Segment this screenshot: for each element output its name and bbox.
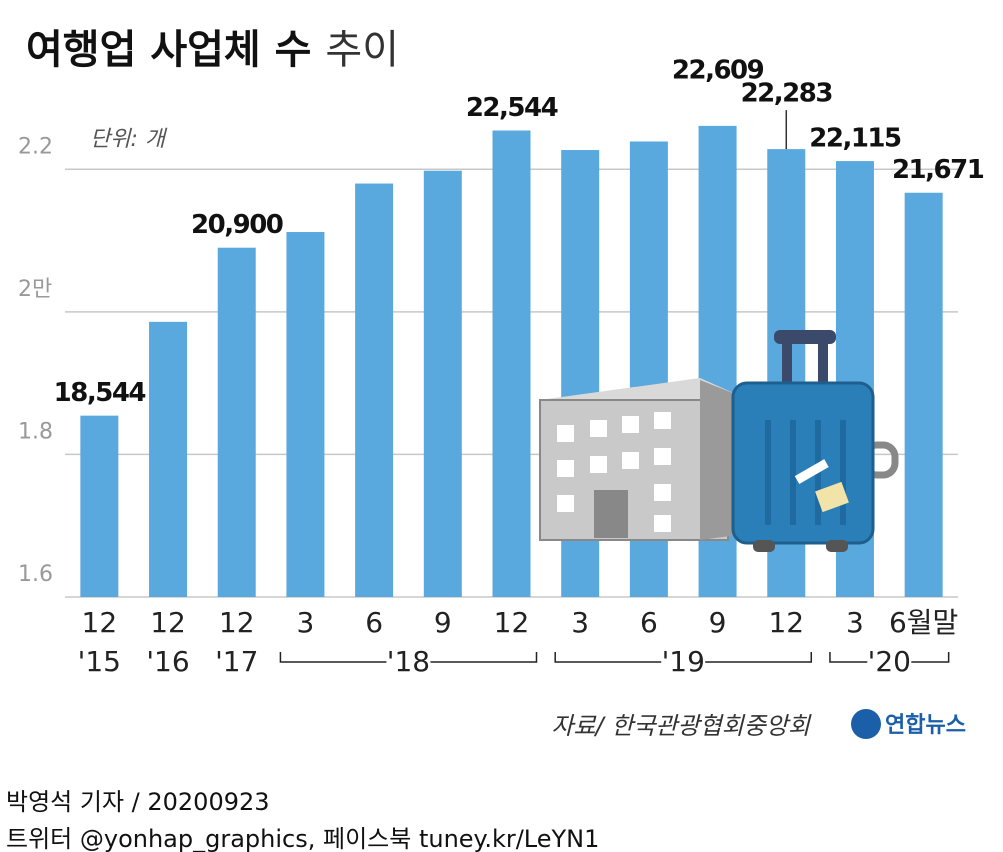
x-tick-label: 12 [150, 606, 186, 639]
handle-top [774, 330, 836, 344]
year-label: '16 [146, 645, 189, 678]
x-tick-label: 6 [640, 606, 658, 639]
x-tick-label: 3 [846, 606, 864, 639]
tag [794, 459, 829, 484]
year-label: '18 [387, 645, 430, 678]
bar [423, 170, 462, 597]
year-label-bg [386, 648, 431, 676]
bar [217, 247, 256, 597]
x-tick-label: 6 [365, 606, 383, 639]
illustration [539, 330, 899, 552]
value-label: 20,900 [191, 210, 283, 240]
value-label: 22,609 [672, 55, 764, 85]
y-tick-label: 2만 [18, 277, 52, 302]
handle [782, 335, 792, 385]
value-label: 21,671 [892, 155, 984, 185]
windows [557, 412, 671, 532]
logo-mark [851, 709, 881, 739]
year-label: '17 [215, 645, 258, 678]
x-tick-label: 3 [297, 606, 315, 639]
door [594, 490, 628, 538]
unit-label: 단위: 개 [90, 127, 168, 152]
bar [904, 192, 943, 597]
wheel [826, 540, 848, 552]
bar [149, 321, 188, 597]
title-light: 추이 [325, 27, 399, 73]
year-label-bg [661, 648, 706, 676]
source: 자료/ 한국관광협회중앙회 [551, 712, 812, 740]
wheel [753, 540, 775, 552]
bar [286, 232, 325, 597]
value-label: 22,115 [809, 124, 901, 154]
bar [355, 183, 394, 598]
logo: 연합뉴스 [885, 712, 966, 738]
title-main: 여행업 사업체 수 [26, 27, 311, 73]
value-label: 22,283 [741, 79, 833, 109]
x-tick-label: 12 [219, 606, 255, 639]
handle [818, 335, 828, 385]
x-tick-label: 12 [768, 606, 804, 639]
suitcase [731, 381, 875, 545]
bar [80, 415, 119, 597]
building-side [700, 380, 738, 540]
tag [815, 481, 849, 513]
sns: 트위터 @yonhap_graphics, 페이스북 tuney.kr/LeYN… [6, 825, 599, 852]
x-tick-label: 9 [709, 606, 727, 639]
year-label: '15 [78, 645, 121, 678]
bar [492, 130, 531, 597]
x-tick-label: 3 [571, 606, 589, 639]
year-label: '19 [662, 645, 705, 678]
x-tick-label: 12 [82, 606, 118, 639]
x-tick-label: 6월말 [889, 606, 958, 639]
chart-title: 여행업 사업체 수 추이 [26, 27, 399, 73]
y-tick-label: 1.6 [18, 562, 53, 587]
y-tick-label: 1.8 [18, 419, 53, 444]
byline: 박영석 기자 / 20200923 [6, 788, 270, 816]
x-tick-label: 12 [494, 606, 530, 639]
year-label-bg [867, 648, 912, 676]
x-tick-label: 9 [434, 606, 452, 639]
year-label: '20 [868, 645, 911, 678]
y-tick-label: 2.2 [18, 134, 53, 159]
value-label: 22,544 [466, 93, 558, 123]
value-label: 18,544 [54, 378, 146, 408]
